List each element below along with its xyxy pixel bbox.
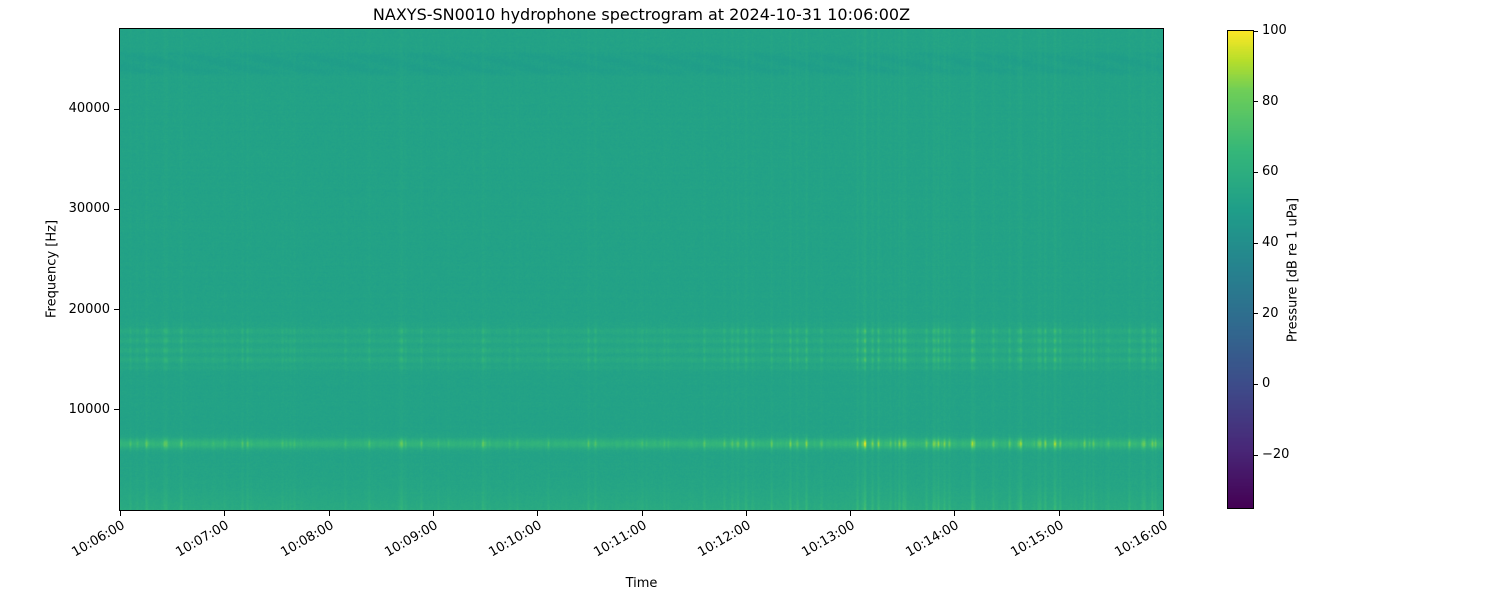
spectrogram-canvas [120, 29, 1163, 510]
x-tick-mark [1058, 511, 1060, 516]
colorbar-tick-mark [1254, 242, 1258, 244]
y-tick-mark [114, 409, 119, 411]
colorbar-label: Pressure [dB re 1 uPa] [1285, 197, 1301, 343]
colorbar-canvas [1228, 31, 1253, 508]
plot-title: NAXYS-SN0010 hydrophone spectrogram at 2… [372, 5, 911, 24]
y-tick-mark [114, 108, 119, 110]
colorbar-tick-label: 0 [1262, 376, 1271, 392]
colorbar-tick-mark [1254, 171, 1258, 173]
x-tick-mark [850, 511, 852, 516]
colorbar-tick-mark [1254, 454, 1258, 456]
colorbar-tick-label: 40 [1262, 235, 1279, 250]
colorbar-tick-label: 60 [1262, 164, 1279, 180]
x-axis-label: Time [625, 576, 658, 591]
y-tick-label: 10000 [68, 401, 110, 417]
colorbar-tick-mark [1254, 101, 1258, 103]
x-tick-mark [745, 511, 747, 516]
colorbar-tick-label: −20 [1262, 447, 1290, 462]
x-tick-mark [120, 511, 121, 516]
y-tick-mark [114, 309, 119, 311]
y-tick-label: 30000 [68, 201, 110, 217]
colorbar-tick-label: 20 [1262, 305, 1279, 321]
y-tick-label: 20000 [68, 301, 110, 317]
plot-area [119, 28, 1164, 511]
colorbar-tick-label: 100 [1262, 23, 1287, 38]
x-tick-mark [224, 511, 226, 516]
colorbar-tick-mark [1254, 30, 1258, 32]
colorbar-tick-mark [1254, 313, 1258, 315]
y-tick-mark [114, 208, 119, 210]
y-tick-label: 40000 [68, 101, 110, 117]
colorbar-tick-mark [1254, 383, 1258, 385]
x-tick-mark [328, 511, 330, 516]
colorbar [1227, 30, 1254, 509]
x-tick-mark [954, 511, 956, 516]
colorbar-tick-label: 80 [1262, 93, 1279, 109]
x-tick-mark [1163, 511, 1164, 516]
x-tick-mark [432, 511, 434, 516]
x-tick-mark [537, 511, 539, 516]
x-tick-mark [641, 511, 643, 516]
